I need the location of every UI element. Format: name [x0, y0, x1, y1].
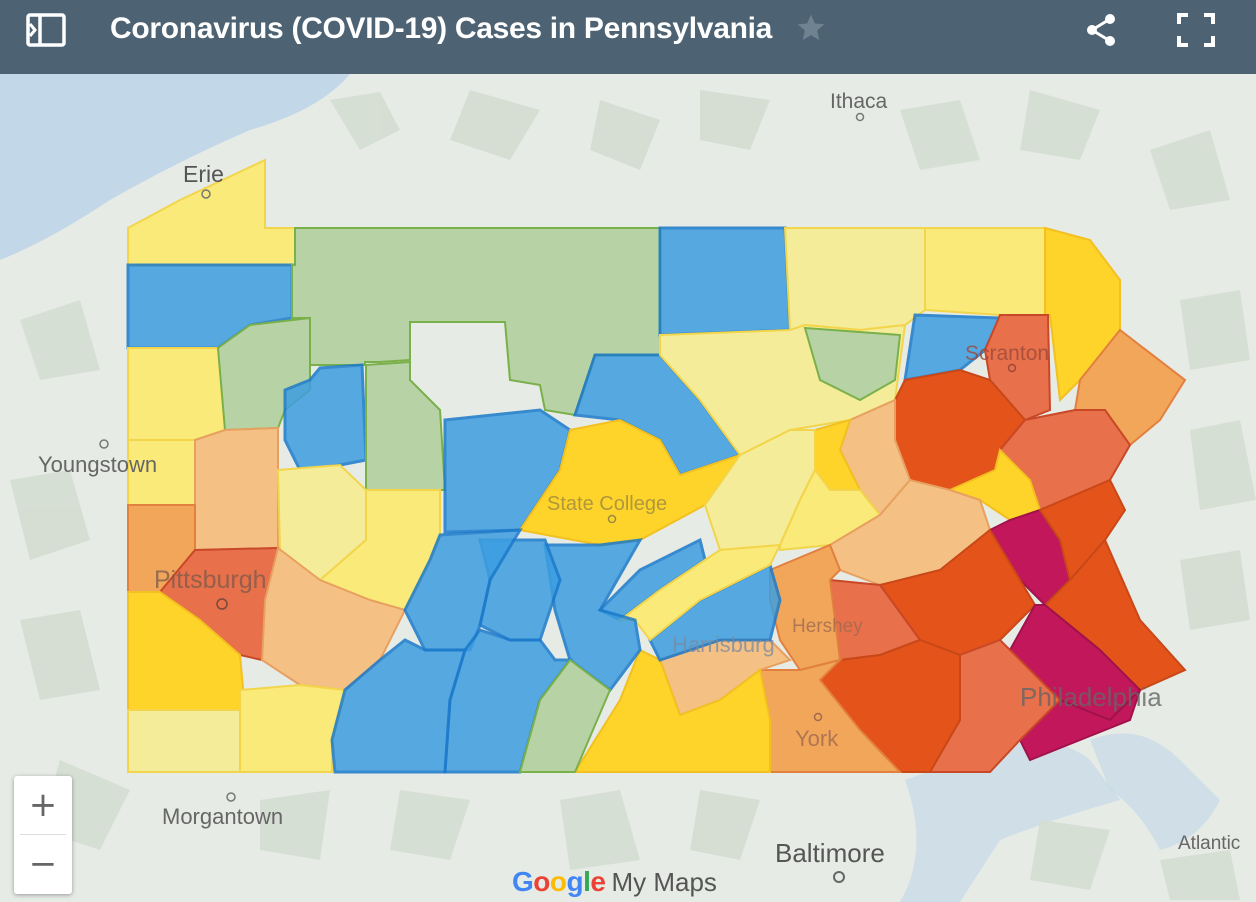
- sidebar-toggle-icon[interactable]: [24, 12, 68, 48]
- zoom-in-button[interactable]: +: [28, 785, 58, 825]
- county-wyoming[interactable]: [903, 313, 1003, 382]
- logo-letter-l: l: [583, 866, 591, 897]
- place-label-baltimore: Baltimore: [775, 838, 885, 868]
- logo-product-name: My Maps: [611, 867, 717, 897]
- county-potter[interactable]: [658, 226, 792, 337]
- star-icon[interactable]: [795, 12, 827, 44]
- place-label-philadelphia: Philadelphia: [1020, 682, 1162, 712]
- place-dot-scranton: [1007, 363, 1017, 373]
- county-fayette[interactable]: [239, 683, 347, 773]
- county-mercer[interactable]: [127, 347, 227, 441]
- logo-letter-o1: o: [533, 866, 550, 897]
- county-philadelphia[interactable]: [1018, 689, 1141, 762]
- chesapeake-water: [900, 742, 1120, 902]
- google-my-maps-logo: Google My Maps: [512, 866, 717, 898]
- place-label-hershey: Hershey: [792, 616, 863, 637]
- county-fulton[interactable]: [518, 658, 612, 773]
- map-header: Coronavirus (COVID-19) Cases in Pennsylv…: [0, 0, 1256, 74]
- county-tioga-bradford[interactable]: [783, 227, 926, 332]
- place-label-pittsburgh: Pittsburgh: [154, 566, 267, 594]
- fullscreen-icon[interactable]: [1176, 12, 1216, 48]
- page-title: Coronavirus (COVID-19) Cases in Pennsylv…: [110, 12, 773, 45]
- county-huntingdon[interactable]: [543, 538, 643, 693]
- county-susquehanna[interactable]: [924, 227, 1046, 316]
- place-labels: Ithaca Erie Youngstown Pittsburgh State …: [38, 90, 1240, 883]
- place-label-atlantic: Atlantic: [1178, 833, 1240, 854]
- zoom-divider: [20, 834, 66, 835]
- place-label-youngstown: Youngstown: [38, 452, 157, 477]
- place-label-harrisburg: Harrisburg: [672, 632, 775, 657]
- logo-letter-o2: o: [549, 866, 567, 897]
- zoom-control: + −: [14, 776, 72, 894]
- place-dot-youngstown: [99, 439, 109, 449]
- county-butler[interactable]: [194, 426, 279, 552]
- place-label-scranton: Scranton: [965, 342, 1049, 365]
- place-dot-york: [813, 712, 823, 722]
- place-dot-baltimore: [833, 871, 845, 883]
- delaware-bay: [1090, 733, 1220, 850]
- logo-letter-g2: g: [566, 866, 584, 897]
- place-dot-morgantown: [226, 792, 236, 802]
- county-regions: [126, 158, 1187, 774]
- county-mifflin-yellow[interactable]: [617, 543, 782, 642]
- lake-erie: [0, 74, 350, 260]
- place-label-morgantown: Morgantown: [162, 804, 283, 829]
- place-dot-ithaca: [855, 112, 865, 122]
- place-label-york: York: [795, 726, 839, 751]
- zoom-out-button[interactable]: −: [28, 844, 58, 884]
- logo-letter-e: e: [590, 866, 606, 897]
- place-dot-pittsburgh: [216, 598, 228, 610]
- map-canvas[interactable]: Ithaca Erie Youngstown Pittsburgh State …: [0, 74, 1256, 902]
- county-greene[interactable]: [127, 709, 241, 773]
- county-sullivan[interactable]: [803, 326, 902, 402]
- county-adams-franklin[interactable]: [573, 648, 771, 773]
- logo-letter-g1: G: [512, 866, 534, 897]
- county-schuylkill[interactable]: [828, 478, 992, 587]
- place-label-state-college: State College: [547, 493, 667, 515]
- terrain-texture: [10, 90, 1256, 900]
- place-dot-erie: [201, 189, 211, 199]
- place-dot-state-college: [607, 514, 617, 524]
- share-icon[interactable]: [1083, 12, 1119, 48]
- place-label-ithaca: Ithaca: [830, 90, 888, 113]
- place-label-erie: Erie: [183, 161, 224, 187]
